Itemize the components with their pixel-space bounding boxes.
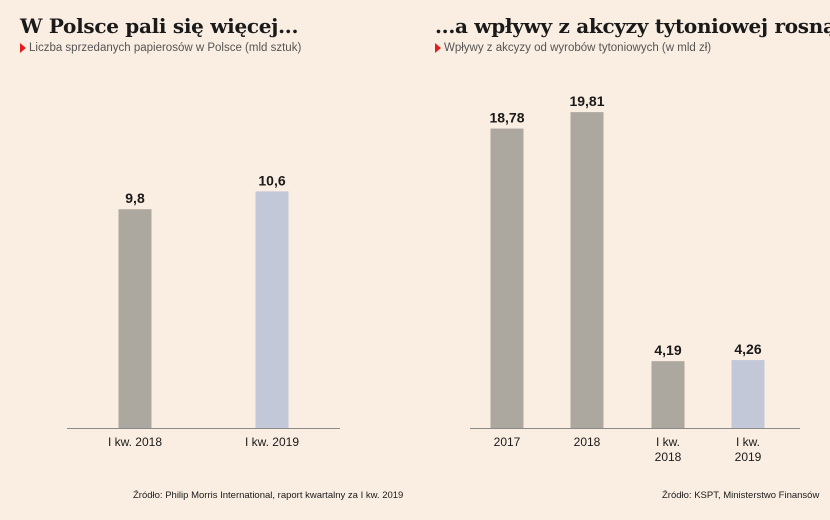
right-bar-4	[731, 360, 765, 428]
red-triangle-icon	[20, 43, 26, 53]
red-triangle-icon	[435, 43, 441, 53]
right-bar-value-label-3: 4,19	[654, 342, 681, 358]
right-category-label-1: 2017	[494, 435, 521, 449]
left-bar-1	[118, 209, 152, 428]
right-subtitle-text: Wpływy z akcyzy od wyrobów tytoniowych (…	[444, 42, 712, 54]
right-category-label-2: 2018	[574, 435, 601, 449]
left-panel: W Polsce pali się więcej... Liczba sprze…	[20, 14, 404, 501]
left-bar-chart: 9,8 I kw. 2018 10,6 I kw. 2019	[67, 172, 340, 449]
right-source: Źródło: KSPT, Ministerstwo Finansów	[662, 490, 820, 501]
right-bar-chart: 18,78 2017 19,81 2018 4,19 I kw. 2018 4,26 I kw.…	[470, 93, 800, 464]
left-category-label-2: I kw. 2019	[245, 435, 299, 449]
right-category-label-3: I kw. 2018	[655, 435, 682, 464]
left-bar-2	[255, 191, 289, 428]
left-subtitle-text: Liczba sprzedanych papierosów w Polsce (…	[29, 42, 302, 54]
left-category-label-1: I kw. 2018	[108, 435, 162, 449]
right-chart-subtitle: Wpływy z akcyzy od wyrobów tytoniowych (…	[435, 42, 711, 54]
left-bar-value-label-2: 10,6	[258, 172, 285, 188]
right-bar-value-label-1: 18,78	[489, 110, 524, 126]
right-bar-value-label-4: 4,26	[734, 341, 761, 357]
left-chart-subtitle: Liczba sprzedanych papierosów w Polsce (…	[20, 42, 301, 54]
right-bar-value-label-2: 19,81	[569, 93, 604, 109]
left-chart-title: W Polsce pali się więcej...	[20, 14, 299, 38]
right-category-label-4: I kw. 2019	[735, 435, 762, 464]
right-bar-3	[651, 361, 685, 428]
right-bar-2	[570, 112, 604, 428]
right-panel: ...a wpływy z akcyzy tytoniowej rosną Wp…	[415, 0, 830, 520]
right-bar-1	[490, 128, 524, 428]
right-chart-title: ...a wpływy z akcyzy tytoniowej rosną	[435, 14, 830, 38]
left-bar-value-label-1: 9,8	[125, 190, 145, 206]
left-source: Źródło: Philip Morris International, rap…	[133, 490, 404, 501]
